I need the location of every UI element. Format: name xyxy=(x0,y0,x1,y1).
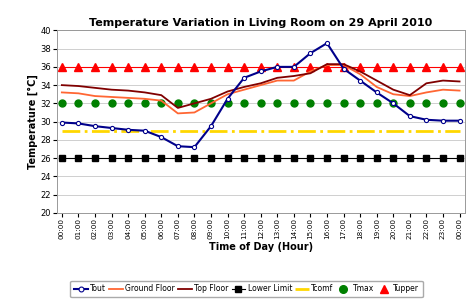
Title: Temperature Variation in Living Room on 29 April 2010: Temperature Variation in Living Room on … xyxy=(89,18,432,28)
Y-axis label: Temperature [°C]: Temperature [°C] xyxy=(27,74,38,169)
Legend: Tout, Ground Floor, Top Floor, Lower Limit, Tcomf, Tmax, Tupper: Tout, Ground Floor, Top Floor, Lower Lim… xyxy=(70,281,423,297)
X-axis label: Time of Day (Hour): Time of Day (Hour) xyxy=(209,242,313,252)
